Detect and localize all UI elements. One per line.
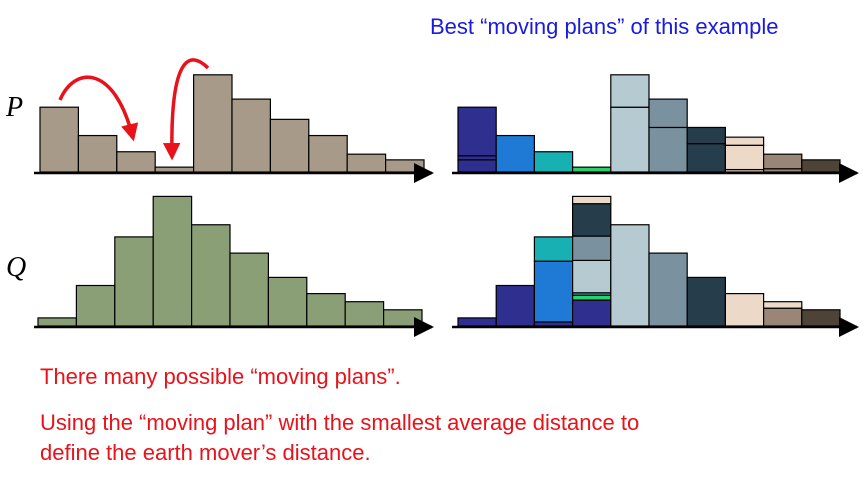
p-plan-bin-1-segment-1 xyxy=(457,159,497,173)
p-bar-9 xyxy=(346,153,387,173)
p-plan-bin-7-segment-2 xyxy=(686,126,727,145)
q-plan-bin-3-segment-2 xyxy=(533,260,574,323)
q-bar-5 xyxy=(191,224,231,327)
q-plan-bin-4-segment-5 xyxy=(571,235,612,261)
p-bar-8 xyxy=(308,134,348,173)
p-plan-bin-9-segment-2 xyxy=(762,153,803,170)
p-plan-bin-8-segment-2 xyxy=(724,144,765,171)
q-bar-10 xyxy=(383,309,423,327)
p-plan-bin-5-segment-2 xyxy=(610,74,650,108)
caption-line-3: define the earth mover’s distance. xyxy=(40,440,371,465)
q-bar-1 xyxy=(37,317,78,327)
p-plan-bin-8-segment-3 xyxy=(724,136,765,146)
q-plan-bin-6-segment-1 xyxy=(648,252,688,327)
p-plan-bin-6-segment-1 xyxy=(648,126,688,173)
p-histogram xyxy=(39,74,425,173)
p-plan-bin-4-segment-1 xyxy=(571,166,612,173)
p-bar-5 xyxy=(193,74,233,173)
caption-line-1: There many possible “moving plans”. xyxy=(40,364,401,389)
p-bar-10 xyxy=(385,159,425,173)
q-plan-bin-4-segment-4 xyxy=(571,259,612,294)
q-bar-3 xyxy=(114,236,154,327)
move-arrow-1 xyxy=(58,75,139,142)
q-moving-plan-chart xyxy=(457,195,841,327)
q-plan-bin-4-segment-1 xyxy=(571,299,612,327)
q-bar-4 xyxy=(152,195,193,327)
p-bar-1 xyxy=(39,106,80,173)
p-moving-plan-chart xyxy=(457,74,841,173)
q-plan-bin-9-segment-1 xyxy=(762,307,803,327)
q-label: Q xyxy=(6,252,27,283)
caption-line-2: Using the “moving plan” with the smalles… xyxy=(40,410,640,435)
q-plan-bin-4-segment-7 xyxy=(571,195,612,205)
p-plan-bin-3-segment-1 xyxy=(533,151,574,173)
p-plan-bin-7-segment-1 xyxy=(686,143,727,173)
q-bar-9 xyxy=(344,301,385,327)
move-arrow-2 xyxy=(162,58,210,161)
q-plan-bin-5-segment-1 xyxy=(610,224,650,327)
p-bar-2 xyxy=(77,134,118,173)
q-bar-7 xyxy=(267,276,308,327)
p-plan-bin-6-segment-2 xyxy=(648,98,688,129)
p-plan-bin-1-segment-3 xyxy=(457,106,497,157)
q-plan-bin-2-segment-1 xyxy=(495,284,536,327)
q-plan-bin-10-segment-1 xyxy=(801,309,841,327)
q-plan-bin-1-segment-1 xyxy=(457,317,497,327)
q-bar-8 xyxy=(306,293,346,327)
q-histogram xyxy=(37,195,423,327)
p-plan-bin-5-segment-1 xyxy=(610,106,650,173)
q-bar-2 xyxy=(75,284,116,327)
p-bar-4 xyxy=(154,166,195,173)
p-plan-bin-1-segment-2 xyxy=(457,155,497,161)
q-plan-bin-3-segment-3 xyxy=(533,236,574,262)
q-plan-bin-3-segment-1 xyxy=(533,321,574,327)
p-label: P xyxy=(6,92,24,123)
q-plan-bin-4-segment-2 xyxy=(571,294,612,301)
p-plan-bin-2-segment-1 xyxy=(495,134,536,173)
q-plan-bin-7-segment-1 xyxy=(686,276,727,327)
p-plan-bin-10-segment-1 xyxy=(801,159,841,173)
q-bar-6 xyxy=(229,252,270,327)
q-plan-bin-8-segment-1 xyxy=(724,293,765,327)
p-bar-6 xyxy=(231,98,272,173)
q-plan-bin-4-segment-6 xyxy=(571,203,612,237)
plans-title: Best “moving plans” of this example xyxy=(430,14,779,39)
p-bar-7 xyxy=(269,118,310,173)
q-plan-bin-9-segment-2 xyxy=(762,301,803,309)
p-bar-3 xyxy=(116,151,156,173)
